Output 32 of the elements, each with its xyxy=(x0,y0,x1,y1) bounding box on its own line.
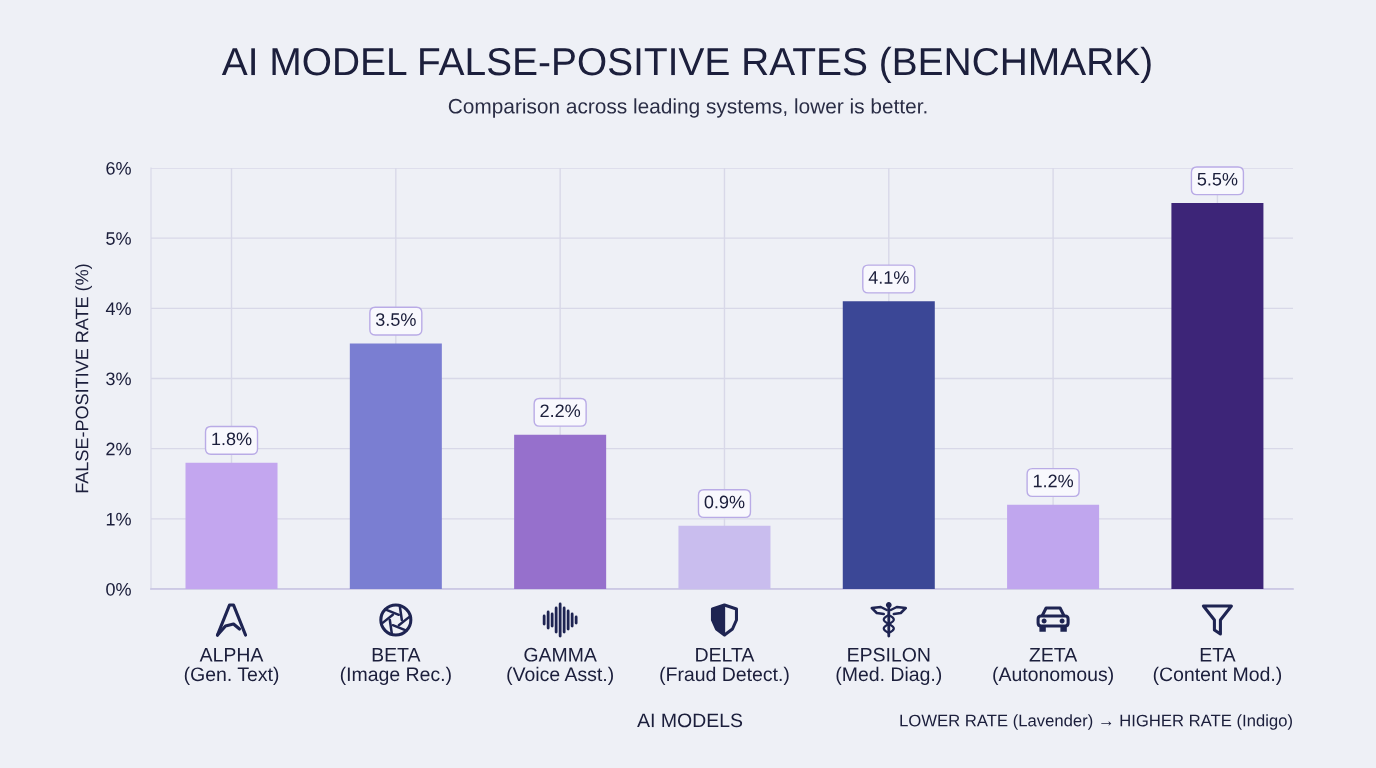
data-label: 2.2% xyxy=(540,404,581,418)
x-tick-label: BETA (Image Rec.) xyxy=(340,648,451,685)
bar xyxy=(1007,504,1100,589)
y-tick-label: 0% xyxy=(106,582,131,596)
y-tick-label: 6% xyxy=(106,161,131,175)
x-tick-label: ETA (Content Mod.) xyxy=(1153,648,1282,685)
data-label: 4.1% xyxy=(868,271,909,284)
chart-subtitle: Comparison across leading systems, lower is better. xyxy=(448,98,927,118)
y-tick-label: 2% xyxy=(106,442,131,456)
bar xyxy=(1171,203,1264,589)
x-tick-label: ALPHA (Gen. Text) xyxy=(184,648,279,685)
data-label: 0.9% xyxy=(704,495,745,509)
y-tick-label: 5% xyxy=(106,232,131,245)
data-label: 3.5% xyxy=(375,313,416,326)
y-tick-label: 4% xyxy=(105,302,131,315)
text: LOWER RATE (Lavender) → HIGHER RATE (Indigo) xyxy=(900,714,1292,730)
y-axis-title: FALSE-POSITIVE RATE (%) xyxy=(75,264,92,493)
y-tick-label: 3% xyxy=(106,372,131,386)
data-label: 1.8% xyxy=(212,432,252,446)
data-label: 1.2% xyxy=(1033,474,1074,488)
bar xyxy=(349,343,442,589)
y-tick-label: 1% xyxy=(106,512,131,526)
bar xyxy=(842,301,935,589)
data-label: 5.5% xyxy=(1197,172,1238,186)
chart-title: AI MODEL FALSE-POSITIVE RATES (BENCHMARK) xyxy=(221,46,1151,84)
x-tick-label: ZETA (Autonomous) xyxy=(993,648,1113,685)
x-tick-label: EPSILON (Med. Diag.) xyxy=(836,647,942,685)
x-tick-label: GAMMA (Voice Asst.) xyxy=(507,647,613,685)
bar xyxy=(185,462,278,589)
x-axis-title: AI MODELS xyxy=(637,713,743,728)
bar xyxy=(514,434,607,589)
x-tick-label: DELTA (Fraud Detect.) xyxy=(660,648,789,685)
